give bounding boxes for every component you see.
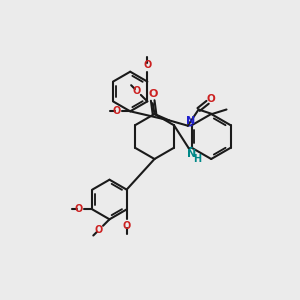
Text: O: O (75, 204, 83, 214)
Text: O: O (132, 85, 141, 96)
Text: N: N (186, 116, 195, 126)
Text: O: O (148, 89, 158, 99)
Text: O: O (94, 225, 103, 235)
Text: H: H (193, 154, 201, 164)
Text: O: O (112, 106, 121, 116)
Text: O: O (207, 94, 216, 104)
Text: N: N (187, 148, 196, 159)
Text: O: O (143, 60, 152, 70)
Text: O: O (122, 220, 131, 231)
